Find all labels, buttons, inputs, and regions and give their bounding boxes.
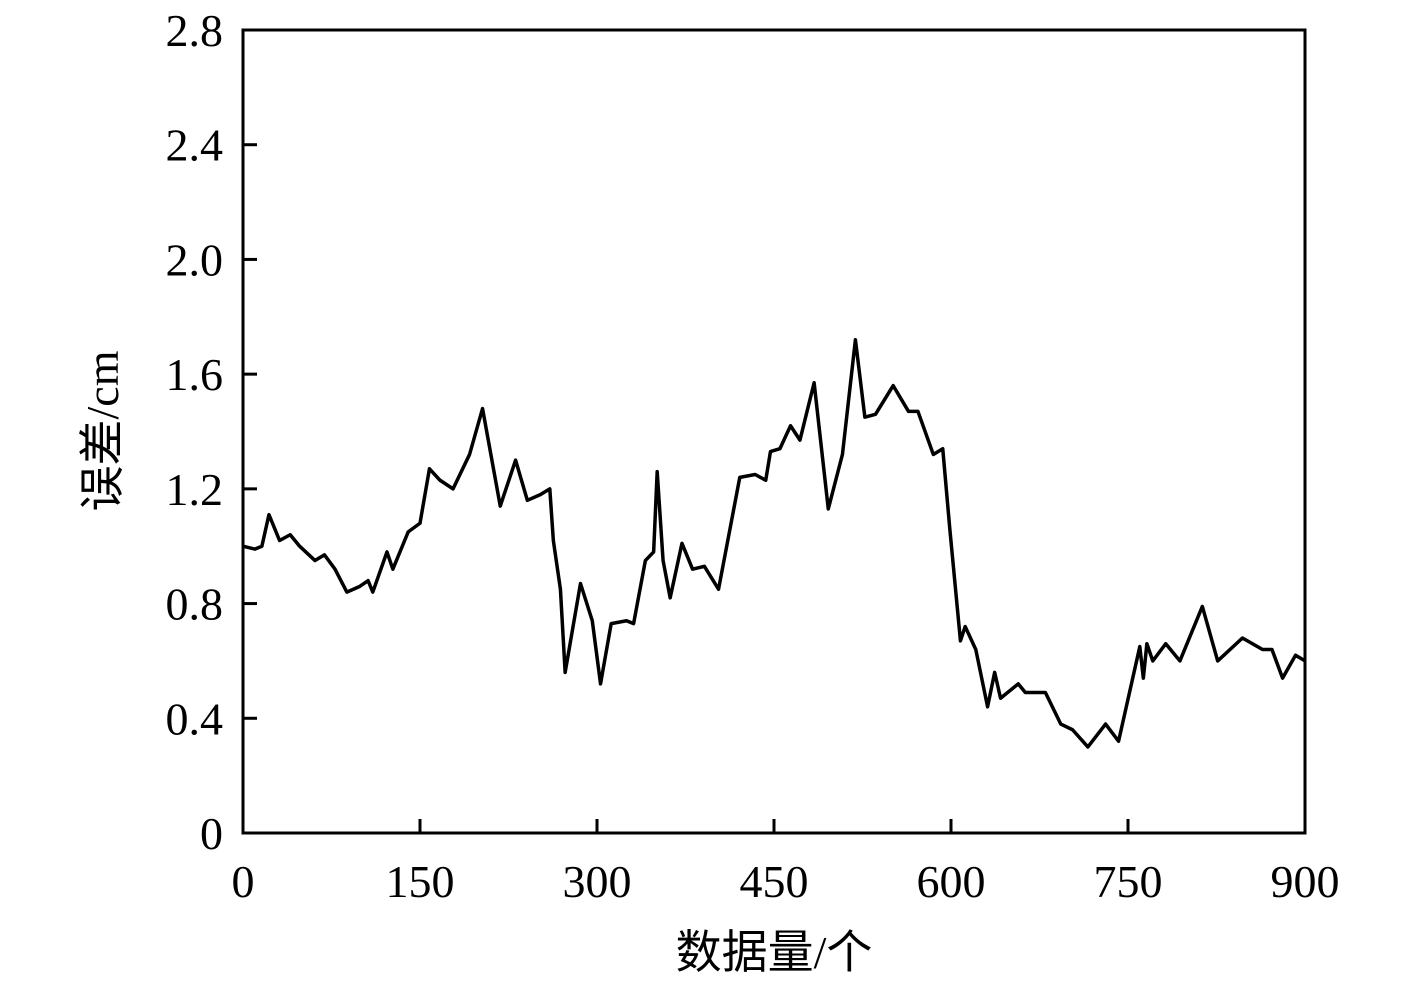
x-tick-label: 150: [386, 856, 455, 907]
y-tick-label: 2.8: [166, 5, 224, 56]
x-tick-label: 300: [563, 856, 632, 907]
y-tick-label: 0.8: [166, 579, 224, 630]
plot-frame: [241, 28, 1307, 835]
x-tick-label: 900: [1271, 856, 1340, 907]
x-axis-label: 数据量/个: [676, 927, 873, 978]
x-tick-label: 750: [1094, 856, 1163, 907]
x-tick-label: 0: [232, 856, 255, 907]
y-tick-label: 1.6: [166, 349, 224, 400]
y-tick-label: 0.4: [166, 693, 224, 744]
y-tick-label: 2.0: [166, 234, 224, 285]
y-tick-label: 0: [200, 808, 223, 859]
data-line: [242, 337, 1306, 749]
y-axis-label: 误差/cm: [77, 350, 128, 511]
y-tick-label: 1.2: [166, 464, 224, 515]
x-tick-label: 450: [740, 856, 809, 907]
x-tick-label: 600: [917, 856, 986, 907]
y-tick-label: 2.4: [166, 120, 224, 171]
